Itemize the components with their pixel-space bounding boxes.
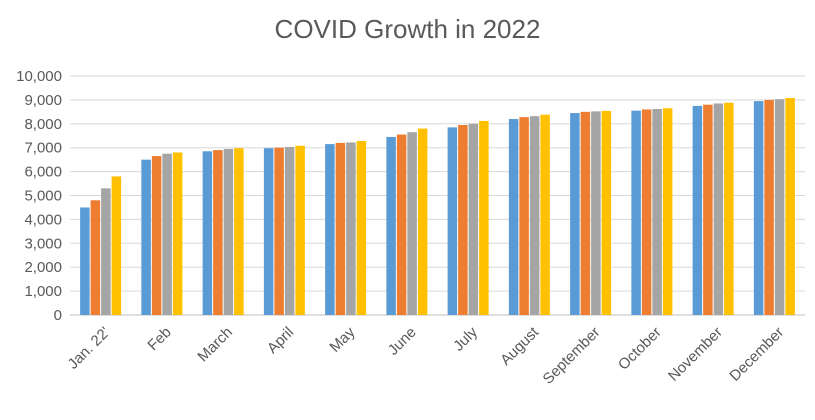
- y-tick-label: 6,000: [24, 164, 62, 181]
- x-tick-label: April: [264, 324, 297, 357]
- y-tick-label: 1,000: [24, 283, 62, 300]
- bar: [151, 156, 162, 315]
- bar: [724, 102, 734, 315]
- bar: [223, 148, 234, 315]
- bar: [662, 108, 673, 315]
- bar: [468, 123, 479, 315]
- x-tick-label: August: [497, 323, 543, 369]
- y-tick-label: 8,000: [24, 116, 62, 133]
- y-tick-label: 3,000: [24, 235, 62, 252]
- y-tick-label: 5,000: [24, 188, 62, 205]
- bar: [213, 150, 223, 315]
- y-tick-label: 9,000: [24, 92, 62, 109]
- bar: [641, 109, 652, 316]
- bar: [141, 159, 151, 315]
- bar: [631, 110, 641, 315]
- bar: [202, 151, 213, 315]
- bar: [601, 110, 612, 315]
- y-tick-label: 7,000: [24, 140, 62, 157]
- bar: [234, 148, 244, 315]
- bar: [407, 132, 417, 315]
- bar: [284, 146, 295, 315]
- bar: [274, 147, 284, 315]
- bar: [458, 124, 468, 316]
- x-tick-label: November: [665, 324, 726, 385]
- y-tick-label: 2,000: [24, 259, 62, 276]
- bar: [386, 136, 396, 315]
- bar: [172, 152, 183, 315]
- bar: [325, 144, 335, 315]
- x-tick-label: December: [726, 324, 787, 385]
- bar: [713, 103, 724, 315]
- x-tick-label: June: [385, 324, 420, 359]
- bar: [580, 111, 591, 315]
- x-tick-label: September: [540, 324, 604, 388]
- y-tick-label: 4,000: [24, 211, 62, 228]
- bar: [753, 101, 764, 315]
- bar: [529, 116, 540, 315]
- bar: [764, 99, 774, 316]
- bar: [508, 119, 519, 316]
- x-tick-label: October: [615, 324, 665, 374]
- bar: [346, 142, 356, 315]
- bar: [785, 97, 795, 315]
- x-tick-label: Jan. 22': [65, 324, 114, 373]
- bar: [90, 200, 101, 315]
- bar: [295, 145, 305, 315]
- x-tick-label: July: [450, 323, 481, 354]
- x-tick-label: March: [194, 324, 235, 365]
- chart-title: COVID Growth in 2022: [274, 14, 541, 44]
- bar: [591, 111, 601, 315]
- bar: [162, 153, 172, 315]
- bar: [356, 141, 367, 315]
- bar: [479, 120, 489, 315]
- bar: [570, 113, 580, 315]
- bar: [703, 104, 713, 316]
- bar: [101, 188, 111, 315]
- bar: [396, 134, 407, 315]
- bar: [692, 105, 703, 315]
- x-tick-label: Feb: [144, 324, 174, 354]
- bar: [111, 176, 122, 315]
- bar: [263, 148, 274, 315]
- y-tick-label: 0: [54, 307, 62, 324]
- y-tick-label: 10,000: [16, 68, 62, 85]
- bar: [519, 117, 529, 315]
- bar: [80, 207, 90, 315]
- bar: [774, 99, 785, 315]
- bar: [417, 128, 428, 315]
- bar: [447, 127, 458, 315]
- bar: [540, 114, 550, 315]
- x-tick-label: May: [326, 323, 358, 355]
- bar: [335, 142, 346, 315]
- bar: [652, 108, 662, 316]
